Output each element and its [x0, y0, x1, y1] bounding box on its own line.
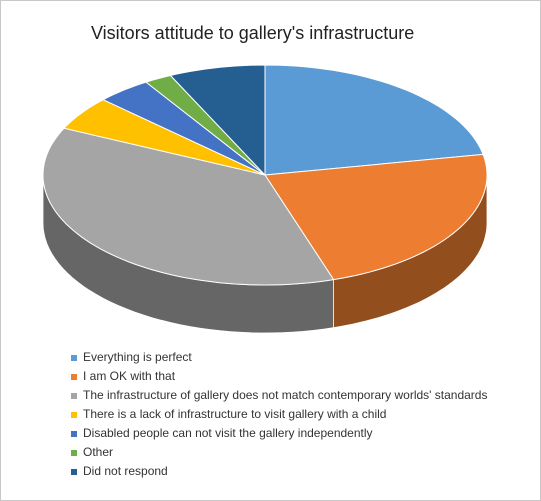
legend-swatch	[71, 393, 77, 399]
legend-swatch	[71, 469, 77, 475]
legend-label: The infrastructure of gallery does not m…	[83, 388, 487, 402]
pie-slice	[42, 127, 335, 286]
pie-slice	[63, 99, 266, 176]
legend-label: There is a lack of infrastructure to vis…	[83, 407, 386, 421]
legend-swatch	[71, 431, 77, 437]
pie-slice	[169, 64, 266, 177]
legend-swatch	[71, 374, 77, 380]
legend-label: Other	[83, 445, 113, 459]
legend-swatch	[71, 355, 77, 361]
chart-title: Visitors attitude to gallery's infrastru…	[91, 23, 414, 43]
pie-slice	[264, 153, 488, 281]
pie-slice	[102, 81, 266, 176]
legend-swatch	[71, 450, 77, 456]
legend-label: Everything is perfect	[83, 350, 192, 364]
legend-label: Disabled people can not visit the galler…	[83, 426, 373, 440]
legend-label: I am OK with that	[83, 369, 176, 383]
pie-slice	[264, 64, 484, 176]
legend-label: Did not respond	[83, 464, 168, 478]
legend-swatch	[71, 412, 77, 418]
